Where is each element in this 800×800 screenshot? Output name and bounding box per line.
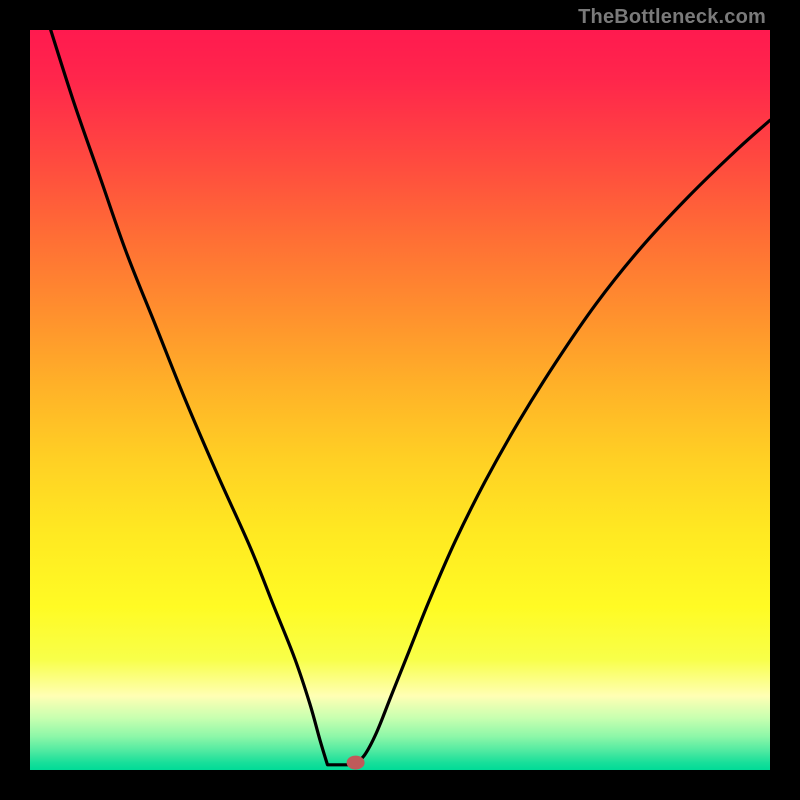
watermark-text: TheBottleneck.com bbox=[578, 6, 766, 29]
curve-layer bbox=[30, 30, 770, 770]
bottleneck-curve bbox=[51, 30, 770, 765]
chart-frame: TheBottleneck.com bbox=[0, 0, 800, 800]
minimum-marker bbox=[347, 756, 365, 770]
plot-area bbox=[30, 30, 770, 770]
